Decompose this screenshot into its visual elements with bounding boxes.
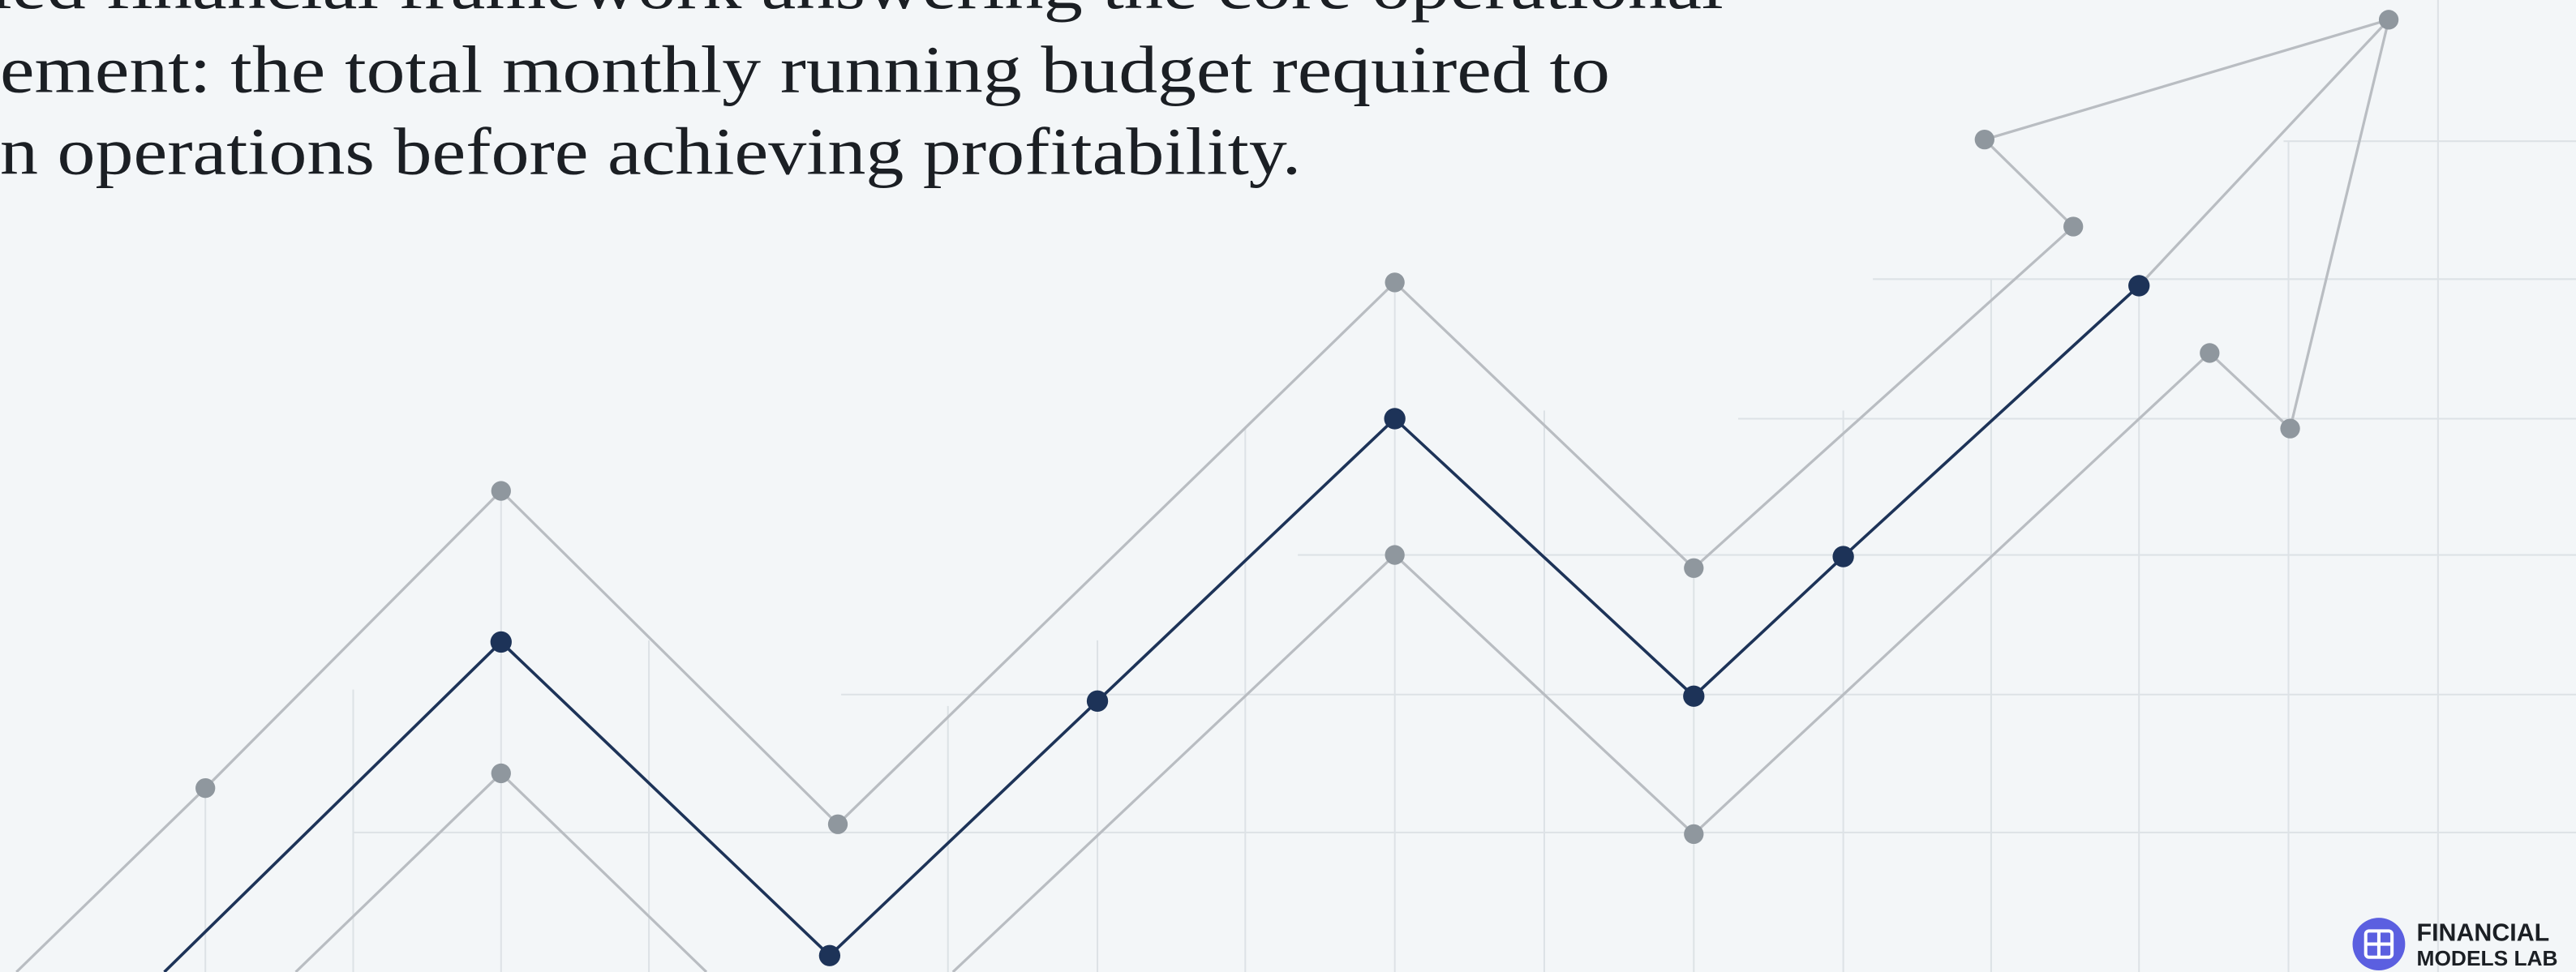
logo-text: MODELS LAB [2417,946,2558,970]
page: ied financial framework answering the co… [0,0,2576,972]
intro-line: ement: the total monthly running budget … [0,32,1610,106]
logo: FINANCIAL MODELS LAB [2353,918,2558,970]
intro-line: n operations before achieving profitabil… [0,114,1301,189]
slide: ied financial framework answering the co… [0,0,2576,972]
intro-line: ied financial framework answering the co… [0,0,1724,23]
logo-text: FINANCIAL [2417,919,2550,947]
